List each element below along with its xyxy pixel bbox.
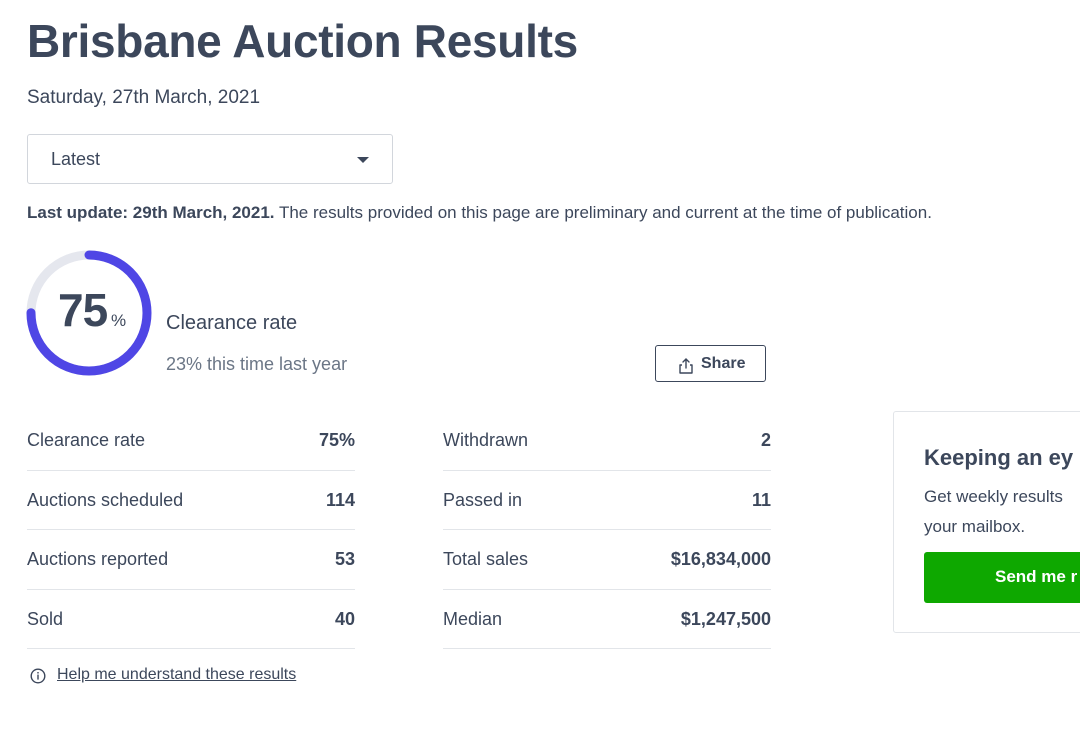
stat-label: Total sales	[443, 549, 529, 569]
stat-value: 11	[751, 489, 771, 510]
clearance-rate-gauge: 75 %	[26, 250, 152, 376]
send-me-results-button[interactable]: Send me r	[924, 552, 1080, 603]
stat-row: Auctions reported 53	[27, 530, 355, 590]
last-update-text: The results provided on this page are pr…	[274, 203, 932, 222]
newsletter-heading: Keeping an ey	[924, 445, 1074, 470]
stat-row: Total sales $16,834,000	[443, 530, 771, 590]
chevron-down-icon	[357, 157, 369, 163]
stat-row: Passed in 11	[443, 471, 771, 530]
stat-label: Sold	[27, 608, 64, 629]
clearance-rate-last-year: 23% this time last year	[166, 354, 348, 374]
page-title: Brisbane Auction Results	[27, 15, 578, 67]
send-button-label: Send me r	[995, 567, 1078, 586]
gauge-ring	[26, 250, 152, 376]
select-value: Latest	[51, 149, 101, 169]
stat-row: Auctions scheduled 114	[27, 471, 355, 530]
info-icon	[30, 668, 46, 689]
last-update-notice: Last update: 29th March, 2021. The resul…	[27, 203, 932, 223]
stat-value: 40	[334, 608, 355, 629]
stat-label: Clearance rate	[27, 430, 146, 450]
stat-value: $16,834,000	[670, 549, 771, 569]
stat-row: Median $1,247,500	[443, 590, 771, 649]
newsletter-card: Keeping an ey Get weekly results your ma…	[893, 411, 1080, 633]
stat-row: Withdrawn 2	[443, 411, 771, 471]
auction-date: Saturday, 27th March, 2021	[27, 87, 261, 108]
stats-table-right: Withdrawn 2 Passed in 11 Total sales $16…	[443, 411, 771, 649]
share-button[interactable]: Share	[655, 345, 766, 382]
stat-label: Auctions reported	[27, 549, 169, 569]
clearance-rate-label: Clearance rate	[166, 312, 298, 334]
stat-label: Withdrawn	[443, 430, 529, 450]
stat-label: Median	[443, 608, 503, 629]
clearance-rate-value: 75	[58, 284, 108, 336]
help-link-text: Help me understand these results	[57, 666, 297, 683]
results-period-select[interactable]: Latest	[27, 134, 393, 184]
stat-row: Sold 40	[27, 590, 355, 649]
share-label: Share	[701, 355, 746, 372]
stats-table-left: Clearance rate 75% Auctions scheduled 11…	[27, 411, 355, 649]
gauge-fill	[26, 250, 152, 376]
stat-value: 75%	[318, 430, 355, 450]
last-update-date: Last update: 29th March, 2021.	[27, 203, 275, 222]
stat-value: 53	[334, 549, 355, 569]
stat-value: 114	[325, 489, 355, 510]
stat-value: 2	[760, 430, 771, 450]
newsletter-text: Get weekly results your mailbox.	[924, 487, 1063, 536]
stat-label: Auctions scheduled	[27, 489, 184, 510]
share-icon	[678, 358, 694, 379]
stat-label: Passed in	[443, 489, 523, 510]
stat-row: Clearance rate 75%	[27, 411, 355, 471]
stat-value: $1,247,500	[680, 608, 771, 629]
clearance-rate-percent-sign: %	[111, 311, 127, 330]
